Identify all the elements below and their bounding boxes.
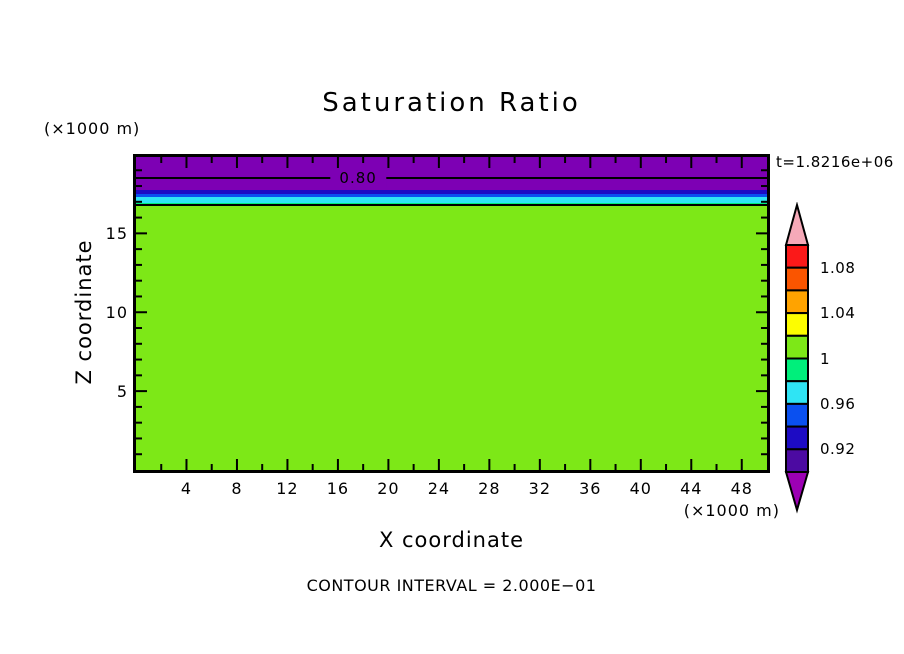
- colorbar-tick-label: 1.04: [820, 304, 856, 323]
- x-tick-label: 36: [579, 479, 602, 498]
- x-tick-label: 24: [427, 479, 451, 498]
- z-axis-units-label: (×1000 m): [44, 119, 141, 138]
- colorbar-segment: [785, 380, 809, 405]
- contour-band-saturation-below-0.90: [136, 157, 767, 190]
- contour-band-saturation-0.94-0.96: [136, 193, 767, 197]
- x-tick-label: 40: [629, 479, 652, 498]
- contour-band-saturation-0.98-1.00: [136, 202, 767, 205]
- colorbar-segment: [785, 402, 809, 428]
- colorbar-over-arrow: [784, 202, 810, 246]
- contour-interval-label: CONTOUR INTERVAL = 2.000E−01: [306, 576, 597, 595]
- x-tick-label: 28: [478, 479, 501, 498]
- x-tick-label: 44: [680, 479, 703, 498]
- colorbar-tick-label: 0.92: [820, 440, 856, 459]
- x-tick-label: 32: [528, 479, 551, 498]
- colorbar-segment: [785, 289, 809, 315]
- colorbar-segment: [785, 425, 809, 451]
- colorbar-segment: [785, 357, 809, 383]
- contour-line: [136, 177, 767, 180]
- contour-band-saturation-0.96-0.98: [136, 196, 767, 203]
- x-axis-title: X coordinate: [378, 528, 525, 552]
- plot-area: 0.80: [133, 154, 770, 473]
- plot-canvas: 0.80: [136, 157, 767, 470]
- colorbar-segment: [785, 266, 809, 292]
- x-axis-units-label: (×1000 m): [683, 501, 780, 520]
- colorbar-segment: [785, 334, 809, 360]
- x-tick-label: 4: [180, 479, 193, 498]
- colorbar-segment: [785, 448, 809, 474]
- colorbar-tick-label: 1.08: [820, 258, 856, 277]
- axis-ticks: [136, 157, 767, 470]
- colorbar-tick-label: 0.96: [820, 394, 856, 413]
- colorbar: [784, 202, 810, 514]
- x-tick-label: 20: [377, 479, 400, 498]
- time-annotation: t=1.8216e+06: [776, 153, 894, 171]
- colorbar-segment: [785, 244, 809, 269]
- contour-band-saturation-1.00-1.02: [136, 204, 767, 470]
- chart-title: Saturation Ratio: [322, 88, 581, 118]
- x-tick-label: 12: [276, 479, 299, 498]
- x-tick-label: 48: [730, 479, 753, 498]
- z-tick-label: 5: [116, 382, 128, 402]
- x-tick-label: 16: [326, 479, 350, 498]
- z-tick-label: 10: [105, 303, 128, 323]
- colorbar-tick-label: 1: [820, 349, 831, 368]
- contour-band-saturation-0.92-0.94: [136, 189, 767, 194]
- colorbar-under-arrow: [784, 471, 810, 514]
- x-tick-label: 8: [231, 479, 243, 498]
- contour-line: [136, 203, 767, 206]
- colorbar-segment: [785, 312, 809, 337]
- contour-line-label: 0.80: [330, 169, 386, 188]
- z-tick-label: 15: [105, 224, 128, 244]
